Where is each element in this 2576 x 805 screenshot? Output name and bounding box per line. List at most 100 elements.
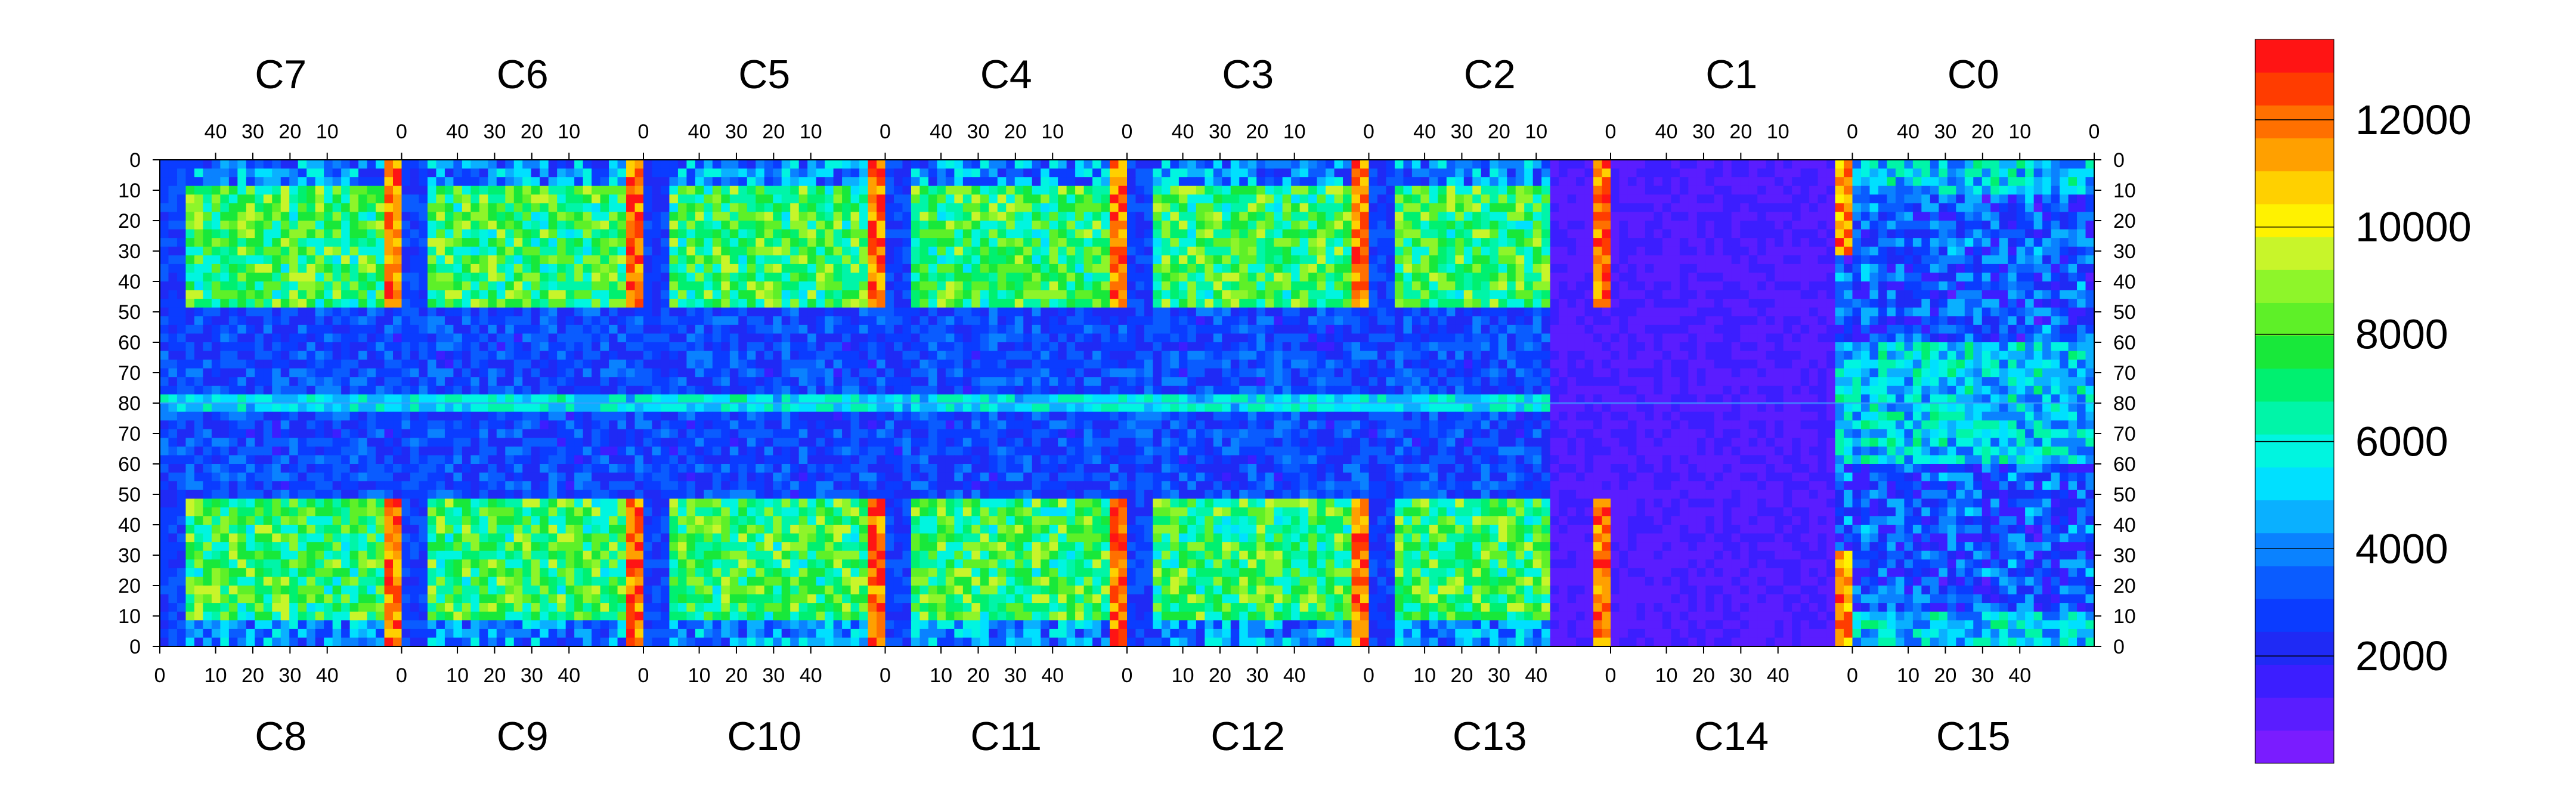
heatmap-cell [1135,160,1145,169]
heatmap-cell [1299,221,1309,230]
heatmap-cell [868,255,877,265]
heatmap-cell [1973,307,1983,317]
heatmap-cell [1619,281,1628,291]
heatmap-cell [246,246,255,256]
heatmap-cell [522,281,532,291]
heatmap-cell [1049,168,1058,178]
heatmap-cell [1878,316,1888,326]
heatmap-cell [1584,185,1594,195]
heatmap-cell [1222,342,1231,352]
heatmap-cell [1783,316,1792,326]
heatmap-cell [177,299,187,308]
heatmap-cell [1386,246,1395,256]
heatmap-cell [1860,290,1871,299]
heatmap-cell [738,168,748,178]
heatmap-cell [798,307,808,317]
heatmap-cell [1455,168,1465,178]
heatmap-cell [1783,185,1792,195]
heatmap-cell [1792,185,1801,195]
heatmap-cell [2051,185,2060,195]
heatmap-cell [773,273,782,282]
heatmap-cell [246,221,255,230]
heatmap-cell [1334,264,1343,274]
heatmap-cell [1576,342,1586,352]
heatmap-cell [341,185,351,195]
heatmap-cell [1394,290,1404,299]
heatmap-cell [1766,333,1775,343]
heatmap-cell [1247,212,1257,221]
heatmap-cell [1463,281,1473,291]
heatmap-cell [790,246,800,256]
heatmap-cell [1973,299,1983,308]
heatmap-cell [1679,212,1689,221]
heatmap-cell [807,324,817,335]
heatmap-cell [557,246,566,256]
heatmap-cell [1550,194,1559,204]
heatmap-cell [401,168,411,178]
heatmap-cell [194,307,204,317]
heatmap-cell [1567,273,1577,282]
heatmap-cell [1006,307,1015,317]
heatmap-cell [989,177,998,187]
heatmap-cell [1161,160,1171,169]
heatmap-cell [756,342,765,352]
heatmap-cell [1748,273,1758,282]
heatmap-cell [488,255,497,265]
heatmap-cell [1956,238,1965,247]
heatmap-cell [704,185,713,195]
heatmap-cell [660,246,670,256]
heatmap-cell [868,324,877,335]
heatmap-cell [1964,307,1974,317]
heatmap-cell [185,229,195,239]
heatmap-cell [677,255,688,265]
heatmap-cell [1981,324,1991,335]
heatmap-cell [807,212,817,221]
heatmap-cell [1584,177,1594,187]
heatmap-cell [1731,290,1741,299]
heatmap-cell [677,168,688,178]
heatmap-cell [1576,246,1586,256]
heatmap-cell [1282,246,1292,256]
heatmap-cell [1636,324,1646,335]
heatmap-cell [1895,238,1905,247]
heatmap-cell [781,342,791,352]
heatmap-cell [427,238,437,247]
heatmap-cell [444,273,454,282]
heatmap-cell [928,238,937,247]
heatmap-cell [980,221,989,230]
heatmap-cell [1101,246,1110,256]
heatmap-cell [807,255,817,265]
heatmap-cell [617,212,627,221]
heatmap-cell [1696,273,1706,282]
heatmap-cell [1723,316,1732,326]
heatmap-cell [712,342,722,352]
heatmap-cell [695,185,704,195]
heatmap-cell [859,246,869,256]
heatmap-cell [1567,221,1577,230]
heatmap-cell [1973,333,1983,343]
heatmap-cell [280,281,290,291]
heatmap-cell [626,229,636,239]
heatmap-cell [289,160,299,169]
heatmap-cell [833,264,843,274]
heatmap-cell [1869,273,1879,282]
heatmap-cell [937,229,946,239]
heatmap-cell [825,316,834,326]
heatmap-cell [349,177,359,187]
heatmap-cell [298,307,307,317]
heatmap-cell [185,246,195,256]
heatmap-cell [2051,212,2060,221]
heatmap-cell [1083,238,1093,247]
heatmap-cell [1481,185,1490,195]
heatmap-cell [1800,221,1810,230]
heatmap-cell [315,255,324,265]
heatmap-cell [1153,185,1162,195]
heatmap-cell [1602,299,1611,308]
heatmap-cell [2025,316,2035,326]
heatmap-cell [1532,212,1542,221]
heatmap-cell [833,238,843,247]
heatmap-cell [1403,185,1413,195]
heatmap-cell [1498,307,1507,317]
heatmap-cell [764,238,773,247]
heatmap-cell [1446,168,1456,178]
